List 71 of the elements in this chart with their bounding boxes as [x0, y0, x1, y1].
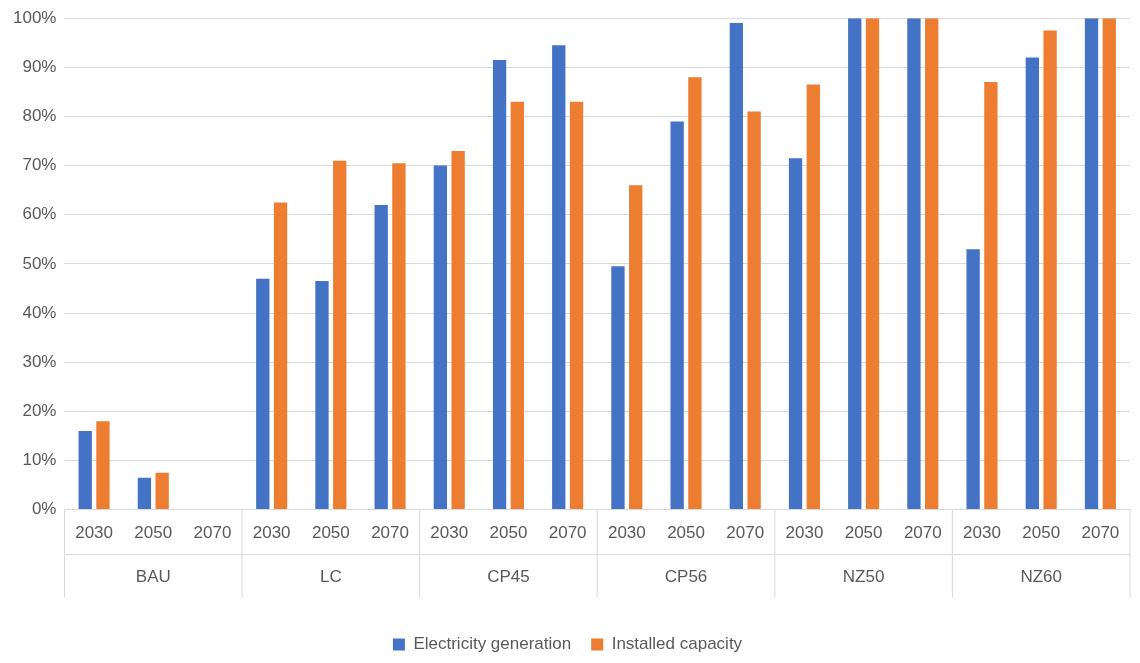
y-tick-label: 90%: [22, 57, 57, 77]
bar: [925, 18, 939, 510]
x-tick-label: 2070: [193, 523, 232, 543]
bar: [315, 281, 329, 510]
x-tick-label: 2030: [785, 523, 824, 543]
bar: [747, 111, 761, 510]
x-tick-label: 2030: [430, 523, 469, 543]
x-tick-label: 2050: [489, 523, 528, 543]
bar: [374, 204, 388, 510]
bar: [966, 249, 980, 510]
bar: [729, 23, 744, 510]
x-tick-label: 2050: [134, 523, 173, 543]
bar: [492, 59, 507, 510]
bar: [333, 160, 347, 510]
bar: [865, 18, 880, 510]
text: CP56: [664, 567, 708, 587]
x-tick-label: 2030: [607, 523, 646, 543]
x-tick-label: 2050: [844, 523, 883, 543]
y-tick-label: 0%: [31, 499, 57, 519]
bar: [848, 18, 862, 510]
x-tick-label: 2030: [75, 523, 113, 543]
bar: [984, 82, 998, 510]
bar: [1025, 57, 1039, 510]
x-tick-label: 2050: [667, 523, 705, 543]
bar: [273, 202, 288, 510]
bar: [1102, 18, 1116, 510]
bar: [569, 101, 584, 510]
bar: [1043, 30, 1057, 510]
y-tick-label: 30%: [22, 351, 57, 371]
y-tick-label: 20%: [22, 401, 57, 421]
text: LC: [319, 567, 342, 587]
bar: [510, 101, 524, 510]
bar: [256, 278, 270, 510]
bar: [451, 150, 465, 510]
legend-label: Electricity generation: [413, 634, 572, 654]
bar: [907, 18, 921, 510]
x-tick-label: 2070: [726, 523, 765, 543]
x-tick-label: 2070: [903, 523, 942, 543]
y-tick-label: 10%: [22, 450, 57, 470]
text: CP45: [487, 567, 530, 587]
y-tick-label: 80%: [22, 106, 57, 126]
y-tick-label: 50%: [22, 253, 57, 273]
bar: [806, 84, 820, 510]
bar: [670, 121, 684, 510]
x-tick-label: 2050: [1022, 523, 1061, 543]
bar: [629, 185, 643, 510]
bar: [96, 421, 110, 510]
x-tick-label: 2070: [371, 523, 409, 543]
bar: [433, 165, 448, 510]
legend-label: Installed capacity: [611, 634, 743, 654]
bar: [155, 472, 169, 510]
text: NZ60: [1020, 567, 1062, 587]
x-tick-label: 2070: [548, 523, 587, 543]
bar: [1084, 18, 1099, 510]
y-tick-label: 40%: [22, 302, 57, 322]
bar: [552, 45, 566, 510]
bar: [611, 266, 625, 510]
y-tick-label: 70%: [22, 155, 57, 175]
x-tick-label: 2050: [311, 523, 350, 543]
bar: [688, 77, 702, 510]
x-tick-label: 2030: [252, 523, 291, 543]
y-tick-label: 100%: [13, 7, 57, 27]
x-tick-label: 2030: [963, 523, 1001, 543]
bar: [392, 163, 406, 510]
bar: [137, 477, 152, 510]
bar: [78, 430, 92, 510]
text: NZ50: [842, 567, 885, 587]
text: BAU: [135, 567, 171, 587]
x-tick-label: 2070: [1081, 523, 1120, 543]
bar: [788, 158, 803, 510]
y-tick-label: 60%: [22, 204, 57, 224]
